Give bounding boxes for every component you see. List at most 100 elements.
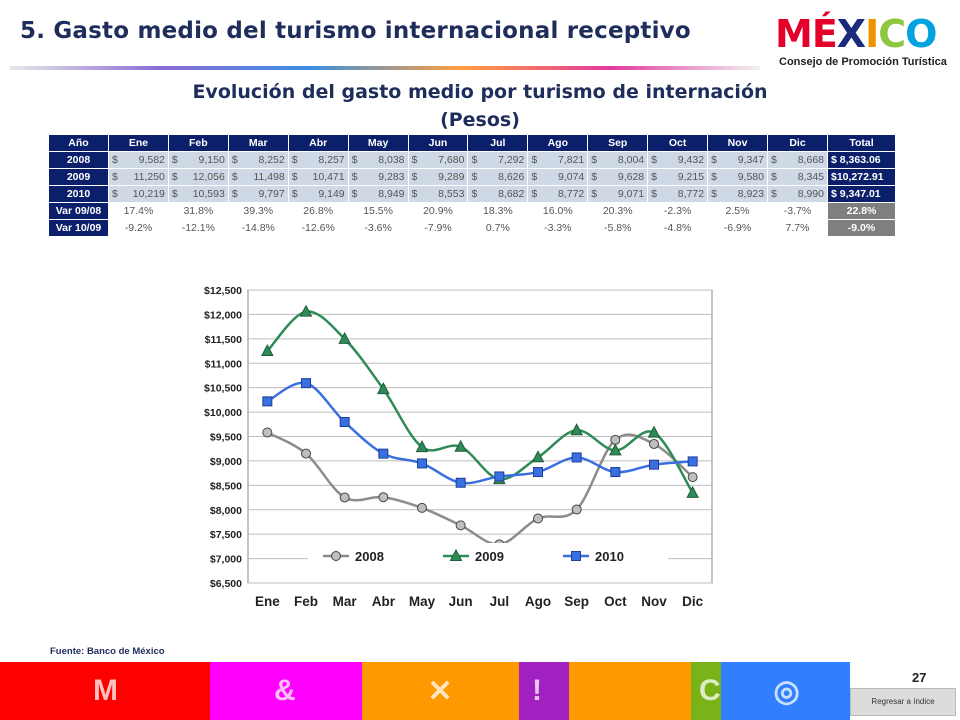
legend-label: 2009 [475,549,504,564]
table-cell: 2.5% [707,202,768,220]
data-point-2008 [610,434,621,445]
table-cell: 16.0% [527,202,589,220]
variation-row: Var 09/08 17.4% 31.8% 39.3% 26.8% 15.5% 20.9% 1… [48,202,896,220]
table-cell: $8,772 [527,185,589,203]
row-total: 22.8% [827,202,896,220]
table-cell: $8,682 [467,185,529,203]
row-label: 2008 [48,151,109,169]
row-total: $ 9,347.01 [827,185,896,203]
table-cell: -14.8% [227,219,289,237]
table-cell: $9,283 [347,168,409,186]
column-header-jul: Jul [467,134,529,152]
data-point-2008 [571,504,582,515]
data-point-2010 [687,456,698,467]
table-cell: -7.9% [407,219,469,237]
table-heading-line2: (Pesos) [440,109,520,131]
data-point-2008 [339,492,350,503]
data-point-2008 [301,448,311,459]
y-tick-label: $11,500 [205,334,243,346]
table-cell: $9,580 [707,168,768,186]
x-tick-label: Feb [294,594,318,609]
decorative-pattern-icon: ◎ [773,675,800,708]
x-tick-label: Ene [255,594,280,609]
data-point-2010 [455,477,466,488]
y-tick-label: $6,500 [210,578,242,590]
row-total: -9.0% [827,219,896,237]
table-cell: -5.8% [587,219,649,237]
table-cell: $8,257 [287,151,349,169]
x-tick-label: Dic [682,594,704,609]
row-label: Var 09/08 [48,202,109,220]
table-cell: $9,149 [287,185,349,203]
logo-subtitle: Consejo de Promoción Turística [779,56,947,68]
table-cell: $9,628 [587,168,649,186]
footer-segment: ◎ [721,662,850,720]
y-tick-label: $7,500 [210,529,242,541]
y-tick-label: $11,000 [205,358,243,370]
data-point-2010 [610,467,621,478]
data-point-2010 [262,396,273,407]
data-point-2008 [455,520,466,531]
decorative-pattern-icon: M [93,674,118,707]
table-heading: Evolución del gasto medio por turismo de… [0,78,960,134]
table-cell: -2.3% [647,202,709,220]
data-point-2008 [378,492,389,503]
x-tick-label: Oct [604,594,627,609]
spending-table: Año Ene Feb Mar Abr May Jun Jul Ago Sep Oct Nov Dic T… [48,134,896,237]
row-total: $ 8,363.06 [827,151,896,169]
table-cell: $10,593 [167,185,229,203]
table-cell: $8,252 [227,151,289,169]
y-tick-label: $12,500 [204,285,242,297]
logo-letter: I [865,12,879,56]
table-cell: $11,498 [227,168,289,186]
logo-wordmark: MÉXICO [775,12,953,56]
legend-label: 2008 [355,549,384,564]
data-point-2009 [686,485,699,498]
x-tick-label: Mar [333,594,358,609]
table-cell: 39.3% [227,202,289,220]
table-cell: 0.7% [467,219,529,237]
x-tick-label: Abr [372,594,396,609]
table-row-2010: 2010 $10,219 $10,593 $9,797 $9,149 $8,949 $8,5… [48,185,896,203]
table-cell: 20.3% [587,202,649,220]
y-tick-label: $10,000 [204,407,242,419]
legend-marker [449,548,463,561]
table-cell: 17.4% [108,202,169,220]
legend-box [308,543,668,569]
legend-label: 2010 [595,549,624,564]
data-point-2008 [262,427,273,438]
mexico-logo: MÉXICO Consejo de Promoción Turística [775,12,953,74]
table-header-row: Año Ene Feb Mar Abr May Jun Jul Ago Sep Oct Nov Dic T… [48,134,896,152]
column-header-dic: Dic [766,134,829,152]
y-tick-label: $8,500 [210,480,242,492]
footer-segment: C [691,662,721,720]
column-header-total: Total [827,134,896,152]
table-cell: -12.6% [287,219,349,237]
slide-title: 5. Gasto medio del turismo internacional… [20,18,691,44]
table-cell: $8,004 [587,151,649,169]
data-point-2009 [261,343,274,357]
column-header-oct: Oct [647,134,709,152]
table-cell: $10,471 [287,168,349,186]
logo-letter: C [878,12,906,56]
x-tick-label: May [409,594,436,609]
column-header-año: Año [48,134,109,152]
column-header-feb: Feb [167,134,229,152]
column-header-abr: Abr [287,134,349,152]
variation-row: Var 10/09 -9.2% -12.1% -14.8% -12.6% -3.6% -7.… [48,219,896,237]
table-cell: $8,923 [707,185,768,203]
table-cell: $7,292 [467,151,529,169]
table-cell: $8,626 [467,168,529,186]
column-header-ago: Ago [527,134,589,152]
table-cell: $9,582 [108,151,169,169]
data-point-2010 [533,467,543,478]
table-row-2008: 2008 $9,582 $9,150 $8,252 $8,257 $8,038 $7,680… [48,151,896,169]
table-cell: $9,347 [707,151,768,169]
y-tick-label: $8,000 [210,505,242,517]
y-tick-label: $9,000 [210,456,242,468]
y-tick-label: $9,500 [210,432,242,444]
table-cell: -9.2% [108,219,169,237]
table-row-2009: 2009 $11,250 $12,056 $11,498 $10,471 $9,283 $9… [48,168,896,186]
data-point-2010 [494,471,505,482]
back-to-index-button[interactable]: Regresar a índice [850,688,956,716]
